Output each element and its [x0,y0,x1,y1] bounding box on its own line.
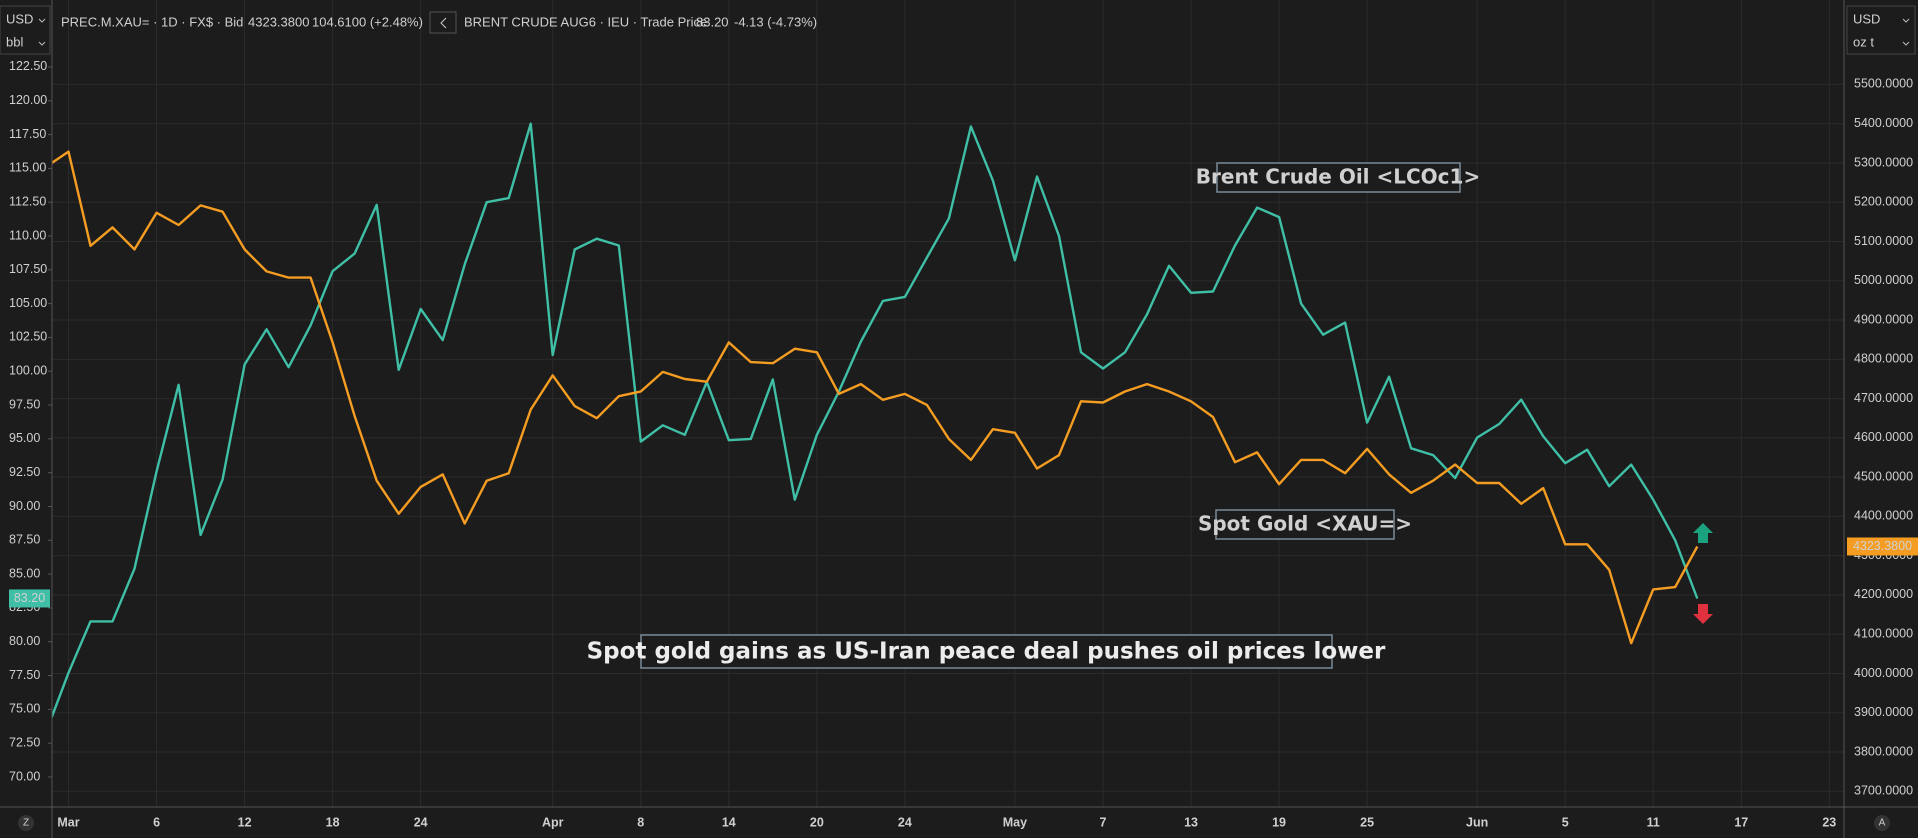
x-tick-label: 17 [1734,815,1748,829]
left-unit[interactable]: bbl [6,34,23,49]
x-tick-label: 8 [637,815,644,829]
x-tick-label: 25 [1360,815,1374,829]
y2-tick-label: 4700.0000 [1854,391,1913,405]
series-line [52,122,1699,720]
last-value-label: 83.20 [14,591,45,605]
annotation-gold: Spot Gold <XAU=> [1198,512,1412,536]
left-button[interactable] [18,815,34,831]
y-tick-label: 110.00 [9,228,46,242]
last-value-tag [9,589,50,608]
y2-tick-label: 4500.0000 [1854,469,1913,483]
y2-tick-label: 4400.0000 [1854,509,1913,523]
x-tick-label: 20 [810,815,824,829]
x-tick-label: 14 [722,815,736,829]
y2-tick-label: 5400.0000 [1854,116,1913,130]
y-tick-label: 107.50 [9,262,47,276]
x-tick-label: 24 [898,815,912,829]
y-tick-label: 102.50 [9,330,47,344]
collapse-button[interactable] [429,11,457,34]
y2-tick-label: 4600.0000 [1854,430,1913,444]
last-value-label: 4323.3800 [1853,539,1912,553]
up-arrow [1693,523,1713,543]
y2-tick-label: 3900.0000 [1854,705,1913,719]
y-tick-label: 80.00 [9,634,40,648]
annotation-brent: Brent Crude Oil <LCOc1> [1196,165,1480,189]
y2-tick-label: 5500.0000 [1854,77,1913,91]
title-box [640,634,1333,669]
y-tick-label: 120.00 [9,93,47,107]
oil-last: 83.20 [696,14,729,29]
y2-tick-label: 3700.0000 [1854,784,1913,798]
y-tick-label: 100.00 [9,364,47,378]
x-tick-label: 6 [153,815,160,829]
x-tick-label: 13 [1184,815,1198,829]
y-tick-label: 122.50 [9,59,47,73]
x-tick-label: Jun [1466,815,1488,829]
chart-title: Spot gold gains as US-Iran peace deal pu… [587,639,1386,665]
x-tick-label: 18 [326,815,340,829]
dropdown-icon [38,18,46,46]
y-tick-label: 112.50 [9,194,46,208]
left-currency[interactable]: USD [6,11,33,26]
x-tick-label: 19 [1272,815,1286,829]
oil-change: -4.13 (-4.73%) [734,14,817,29]
y2-tick-label: 4100.0000 [1854,627,1913,641]
y2-tick-label: 5100.0000 [1854,234,1913,248]
gold-last: 4323.3800 [248,14,309,29]
y-tick-label: 90.00 [9,499,40,513]
y-tick-label: 72.50 [9,735,40,749]
x-tick-label: 7 [1100,815,1107,829]
y-tick-label: 115.00 [9,161,46,175]
right-unit[interactable]: oz t [1853,34,1874,49]
y-tick-label: 87.50 [9,533,40,547]
y2-tick-label: 5000.0000 [1854,273,1913,287]
y2-tick-label: 4000.0000 [1854,666,1913,680]
y-tick-label: 95.00 [9,431,40,445]
dropdown-icon [1902,18,1910,46]
x-tick-label: 5 [1562,815,1569,829]
x-tick-label: 12 [238,815,252,829]
right-currency[interactable]: USD [1853,11,1880,26]
x-tick-label: 23 [1822,815,1836,829]
x-tick-label: May [1003,815,1027,829]
annotation-box [1215,509,1395,540]
oil-ric: BRENT CRUDE AUG6 · IEU · Trade Price [464,14,707,29]
left-button-label[interactable]: Z [23,818,29,829]
y-tick-label: 70.00 [9,769,40,783]
x-tick-label: Mar [57,815,79,829]
right-unit-box[interactable] [1846,5,1916,55]
y-tick-label: 85.00 [9,566,40,580]
last-value-tag [1847,537,1918,556]
annotation-box [1216,162,1461,193]
y2-tick-label: 5300.0000 [1854,155,1913,169]
x-tick-label: 24 [414,815,428,829]
y-tick-label: 77.50 [9,668,40,682]
x-tick-label: Apr [542,815,564,829]
y2-tick-label: 4200.0000 [1854,587,1913,601]
y2-tick-label: 3800.0000 [1854,744,1913,758]
y-tick-label: 92.50 [9,465,40,479]
y-tick-label: 117.50 [9,127,46,141]
y-tick-label: 97.50 [9,397,40,411]
y2-tick-label: 4900.0000 [1854,312,1913,326]
right-button-label[interactable]: A [1879,818,1886,829]
x-tick-label: 11 [1647,815,1660,829]
gold-change: 104.6100 (+2.48%) [312,14,423,29]
right-button[interactable] [1874,815,1890,831]
y-tick-label: 75.00 [9,702,40,716]
series-line [52,150,1699,645]
gold-ric: PREC.M.XAU= · 1D · FX$ · Bid [61,14,243,29]
y-tick-label: 105.00 [9,296,47,310]
collapse-icon [440,17,447,29]
left-unit-box[interactable] [0,5,51,55]
y2-tick-label: 5200.0000 [1854,195,1913,209]
y2-tick-label: 4800.0000 [1854,352,1913,366]
down-arrow [1693,604,1713,624]
